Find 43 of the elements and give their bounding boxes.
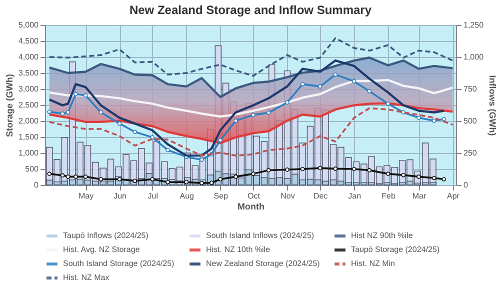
y-axis-title: Storage (GWh): [4, 74, 14, 137]
y-tick-label: 5,000: [18, 20, 40, 30]
legend-label: Hist. NZ Min: [351, 259, 395, 268]
x-tick-label: Oct: [248, 192, 261, 200]
y2-tick-label: 0: [464, 180, 468, 190]
x-tick-label: Apr: [446, 192, 460, 200]
y2-tick-label: 250: [464, 148, 478, 158]
y2-tick-label: 1,000: [464, 52, 484, 62]
y-tick-label: 3,500: [18, 68, 40, 78]
y-tick-label: 1,000: [18, 148, 40, 158]
x-tick-label: Aug: [180, 192, 194, 200]
legend-label: South Island Storage (2024/25): [63, 259, 175, 268]
legend-label: Taupō Storage (2024/25): [351, 245, 440, 254]
y-tick-label: 500: [25, 164, 40, 174]
legend-label: Hist. NZ 10th %ile: [206, 245, 271, 254]
chart-title: New Zealand Storage and Inflow Summary: [129, 3, 372, 17]
y2-axis-title: Inflows (GWh): [488, 75, 498, 136]
y-tick-label: 3,000: [18, 84, 40, 94]
y2-tick-label: 750: [464, 84, 478, 94]
y2-tick-label: 1,250: [464, 20, 484, 30]
legend-label: Hist NZ 90th %ile: [351, 231, 414, 240]
legend-label: South Island Inflows (2024/25): [206, 231, 314, 240]
y-tick-label: 0: [34, 180, 40, 190]
y-tick-label: 4,000: [18, 52, 40, 62]
x-tick-label: Mar: [412, 192, 426, 200]
legend-label: New Zealand Storage (2024/25): [206, 259, 320, 268]
y-tick-label: 2,500: [18, 100, 40, 110]
x-tick-label: Feb: [382, 192, 396, 200]
x-tick-label: Jul: [148, 192, 158, 200]
y-tick-label: 4,500: [18, 36, 40, 46]
y2-tick-label: 500: [464, 116, 478, 126]
x-tick-label: Jan: [348, 192, 362, 200]
y-tick-label: 2,000: [18, 116, 40, 126]
x-axis-title: Month: [238, 202, 264, 212]
x-tick-label: May: [78, 192, 94, 200]
legend-label: Hist. NZ Max: [63, 273, 110, 282]
legend-label: Hist. Avg. NZ Storage: [63, 245, 140, 254]
legend-label: Taupō Inflows (2024/25): [63, 231, 149, 240]
x-tick-label: Nov: [280, 192, 295, 200]
y-tick-label: 1,500: [18, 132, 40, 142]
x-tick-label: Sep: [214, 192, 229, 200]
x-tick-label: Dec: [313, 192, 328, 200]
x-tick-label: Jun: [114, 192, 126, 200]
